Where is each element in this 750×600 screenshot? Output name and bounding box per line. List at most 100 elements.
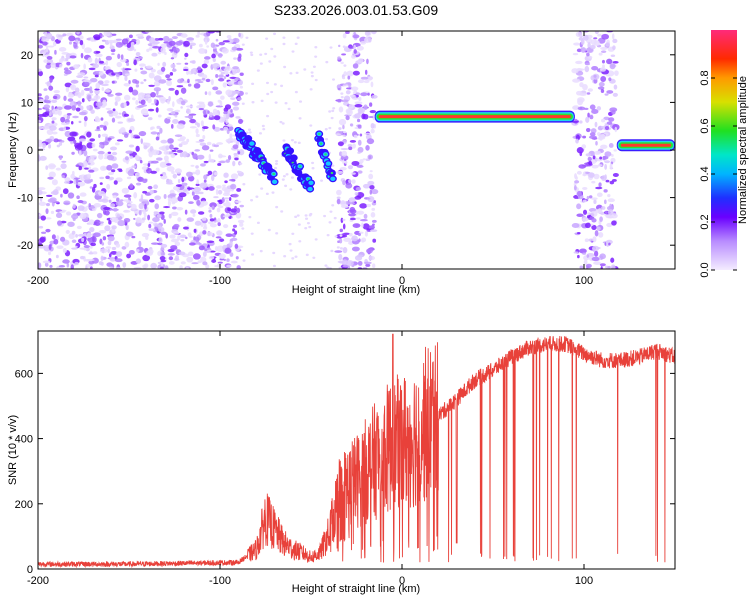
noise-blob [591, 256, 600, 262]
noise-blob [299, 100, 303, 103]
noise-blob [159, 266, 164, 269]
noise-blob [237, 80, 243, 86]
noise-blob [166, 166, 175, 172]
noise-blob [67, 192, 75, 199]
noise-blob [113, 217, 119, 224]
noise-blob [136, 105, 144, 108]
noise-blob [597, 164, 603, 167]
noise-blob [113, 180, 118, 185]
noise-blob [158, 79, 167, 84]
noise-blob [157, 62, 160, 66]
noise-blob [353, 49, 357, 54]
noise-blob [345, 260, 354, 266]
noise-blob [114, 142, 120, 146]
noise-blob [105, 246, 112, 249]
noise-blob [150, 131, 158, 135]
noise-blob [289, 72, 293, 75]
noise-blob [128, 250, 135, 255]
noise-blob [141, 166, 148, 171]
noise-blob [347, 165, 354, 170]
noise-blob [584, 222, 591, 229]
noise-blob [186, 138, 190, 143]
noise-blob [581, 144, 587, 149]
noise-blob [282, 42, 286, 46]
noise-blob [587, 88, 593, 92]
noise-blob [177, 138, 185, 142]
noise-blob [291, 232, 295, 235]
noise-blob [346, 87, 353, 90]
noise-blob [173, 147, 179, 150]
noise-blob [68, 41, 72, 45]
noise-blob [77, 100, 82, 107]
noise-blob [604, 93, 609, 96]
noise-blob [366, 203, 372, 208]
noise-blob [107, 235, 115, 242]
noise-blob [236, 187, 242, 192]
noise-blob [357, 170, 363, 174]
noise-blob [104, 66, 109, 70]
noise-blob [587, 55, 593, 59]
noise-blob [153, 184, 159, 190]
noise-blob [168, 213, 172, 219]
noise-blob [88, 166, 92, 170]
noise-blob [272, 264, 276, 268]
noise-blob [135, 172, 140, 176]
noise-blob [184, 209, 188, 215]
noise-blob [370, 212, 376, 218]
noise-blob [338, 253, 343, 261]
y-tick-label: 0 [27, 564, 33, 576]
noise-blob [49, 125, 57, 131]
noise-blob [354, 103, 363, 108]
noise-blob [191, 188, 195, 192]
noise-blob [119, 58, 127, 63]
noise-blob [66, 61, 71, 66]
noise-blob [64, 177, 71, 182]
noise-blob [196, 101, 205, 104]
noise-blob [208, 255, 215, 260]
noise-blob [275, 205, 279, 209]
noise-blob [49, 197, 57, 203]
noise-blob [612, 172, 619, 178]
noise-blob [65, 57, 69, 62]
noise-blob [38, 262, 42, 269]
noise-blob [186, 108, 190, 114]
noise-blob [258, 173, 262, 176]
noise-blob [86, 142, 94, 149]
noise-blob [217, 77, 225, 82]
noise-blob [70, 264, 74, 269]
snr-y-ticks: 0 200 400 600 [15, 368, 675, 576]
noise-blob [66, 262, 70, 268]
noise-blob [68, 233, 75, 240]
noise-blob [66, 115, 71, 120]
noise-blob [349, 217, 356, 221]
y-tick-label: 200 [15, 499, 33, 511]
noise-blob [200, 200, 208, 206]
noise-blob [603, 116, 610, 121]
noise-blob [98, 261, 103, 266]
noise-blob [170, 153, 176, 158]
noise-blob [343, 237, 352, 243]
noise-blob [109, 146, 118, 151]
noise-blob [99, 248, 108, 254]
noise-blob [151, 149, 160, 156]
noise-blob [270, 90, 274, 94]
noise-blob [111, 163, 119, 169]
noise-blob [45, 217, 52, 220]
noise-blob [146, 48, 150, 53]
noise-blob [58, 264, 66, 268]
x-tick-label: 100 [575, 575, 593, 587]
noise-blob [139, 63, 146, 67]
noise-blob [76, 195, 80, 200]
noise-blob [38, 225, 44, 229]
noise-blob [289, 249, 293, 252]
noise-blob [339, 238, 343, 244]
noise-blob [172, 206, 177, 210]
noise-blob [73, 42, 78, 49]
noise-blob [150, 68, 156, 73]
noise-blob [71, 151, 75, 155]
noise-blob [81, 98, 85, 103]
noise-blob [221, 66, 226, 70]
ridge-inner [324, 153, 327, 156]
noise-blob [167, 116, 172, 120]
noise-blob [171, 52, 178, 59]
